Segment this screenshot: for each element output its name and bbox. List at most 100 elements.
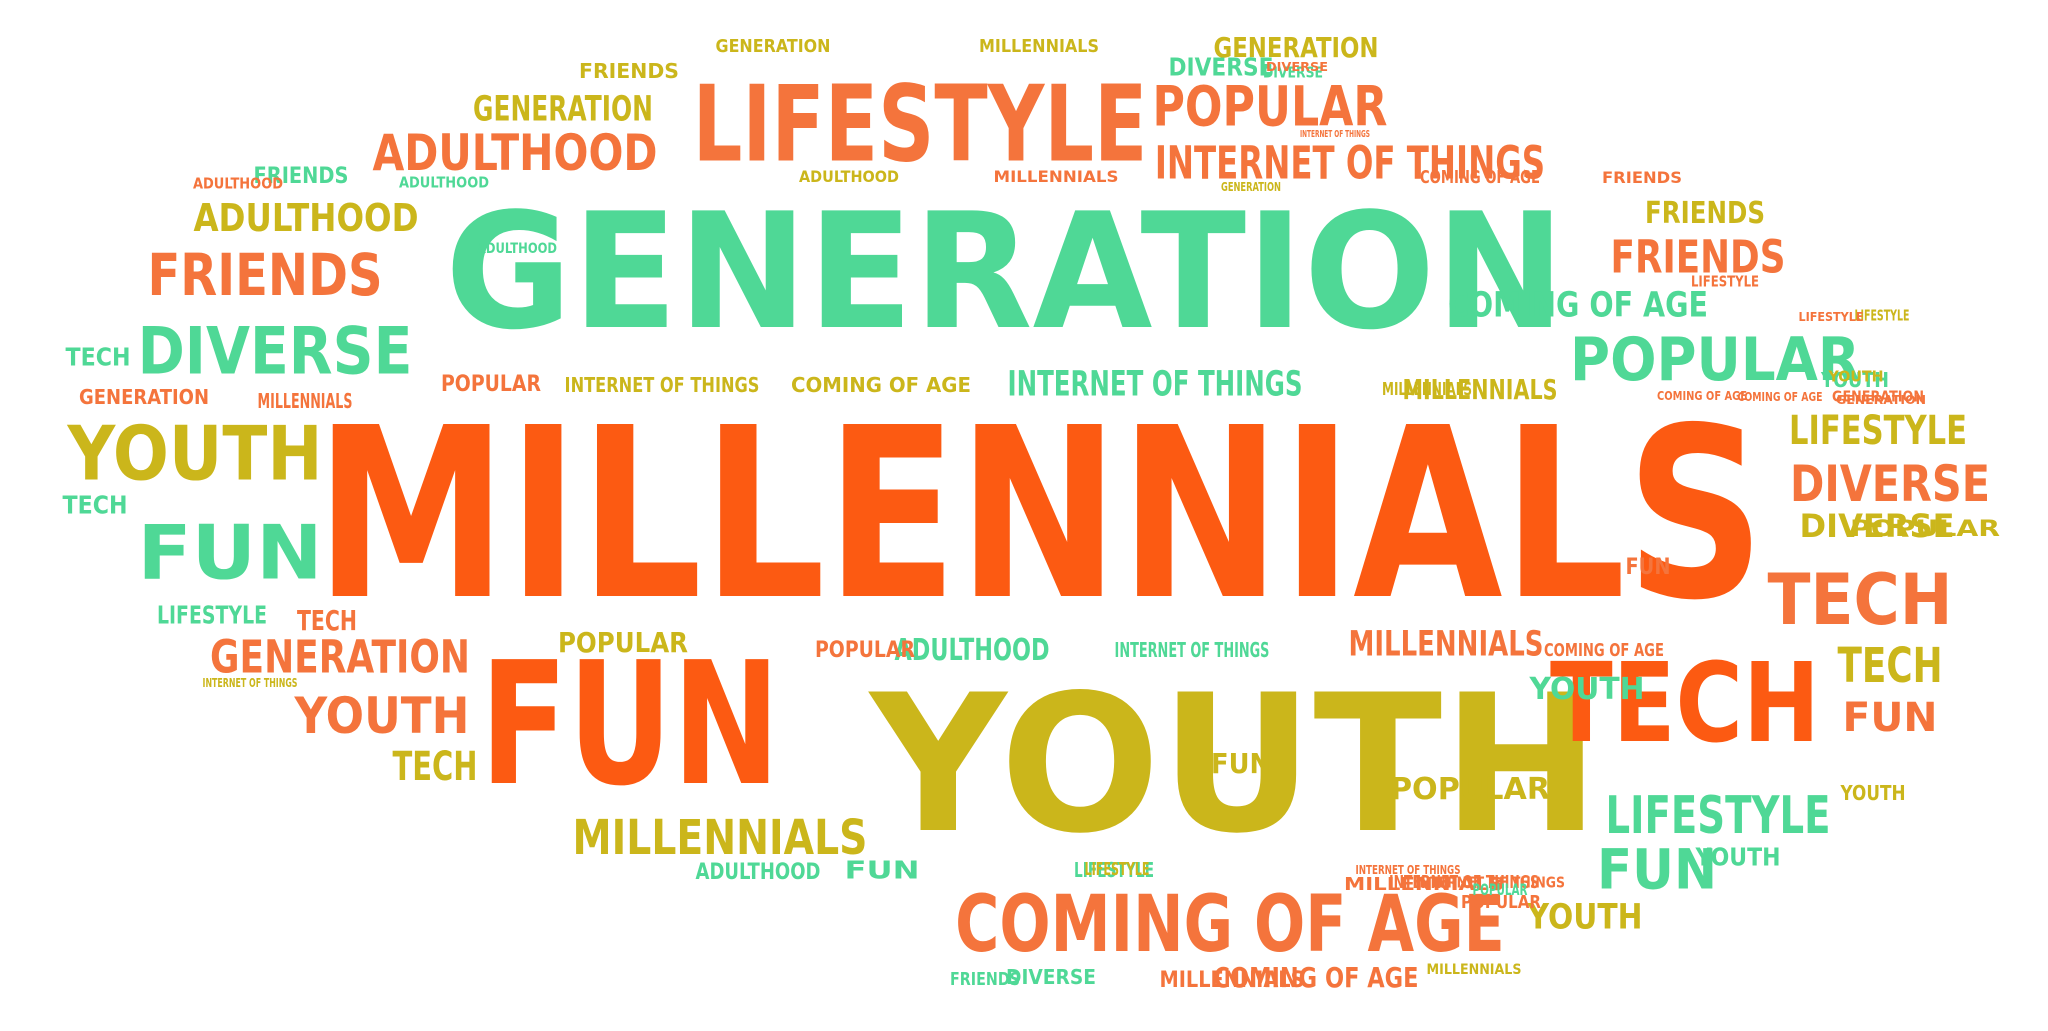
word-adulthood: ADULTHOOD [372,124,658,182]
word-youth: YOUTH [67,409,323,498]
word-internet-of-things: INTERNET OF THINGS [1007,364,1303,405]
word-lifestyle: LIFESTYLE [1084,859,1150,880]
word-tech: TECH [1767,559,1953,641]
word-diverse: DIVERSE [1799,507,1955,545]
word-coming-of-age: COMING OF AGE [1420,167,1540,188]
word-generation: GENERATION [473,89,653,130]
word-millennials: MILLENNIALS [1426,962,1522,978]
word-lifestyle: LIFESTYLE [1690,272,1760,291]
word-popular: POPULAR [557,626,689,659]
word-friends: FRIENDS [1645,196,1765,231]
word-millennials: MILLENNIALS [1159,968,1305,993]
word-generation: GENERATION [1221,180,1281,194]
word-adulthood: ADULTHOOD [398,173,490,192]
word-coming-of-age: COMING OF AGE [1213,961,1419,994]
word-generation: GENERATION [715,36,831,57]
word-popular: POPULAR [1850,517,2000,542]
word-youth: YOUTH [1821,368,1889,392]
word-diverse: DIVERSE [137,314,413,390]
word-generation: GENERATION [209,630,471,684]
word-youth: YOUTH [869,654,1601,875]
word-popular: POPULAR [815,638,915,663]
word-popular: POPULAR [1389,772,1551,807]
word-lifestyle: LIFESTYLE [1854,306,1910,325]
word-adulthood: ADULTHOOD [695,860,821,885]
word-millennials: MILLENNIALS [978,36,1100,57]
word-internet-of-things: INTERNET OF THINGS [1388,872,1540,893]
word-lifestyle: LIFESTYLE [692,63,1148,186]
word-youth: YOUTH [1840,781,1906,805]
word-adulthood: ADULTHOOD [193,196,419,240]
word-millennials: MILLENNIALS [993,167,1119,186]
word-diverse: DIVERSE [1006,965,1096,989]
word-lifestyle: LIFESTYLE [1789,408,1967,454]
word-fun: FUN [1210,747,1272,780]
word-lifestyle: LIFESTYLE [1073,858,1155,882]
word-generation: GENERATION [1832,387,1924,406]
word-internet-of-things: INTERNET OF THINGS [1355,863,1461,877]
word-youth: YOUTH [1828,367,1884,386]
word-tech: TECH [65,342,131,372]
word-tech: TECH [1837,638,1943,694]
word-diverse: DIVERSE [1168,52,1274,82]
word-popular: POPULAR [1152,74,1388,139]
word-diverse: DIVERSE [1262,63,1324,82]
word-friends: FRIENDS [1610,230,1786,284]
word-diverse: DIVERSE [1265,60,1329,74]
word-internet-of-things: INTERNET OF THINGS [564,373,760,397]
word-friends: FRIENDS [579,59,679,83]
word-internet-of-things: INTERNET OF THINGS [1154,136,1546,190]
word-millennials: MILLENNIALS [1402,373,1558,406]
word-lifestyle: LIFESTYLE [1798,310,1864,324]
word-tech: TECH [296,604,358,637]
word-youth: YOUTH [1527,897,1643,938]
word-coming-of-age: COMING OF AGE [955,880,1505,970]
word-popular: POPULAR [441,372,541,397]
word-youth: YOUTH [1695,842,1781,872]
word-adulthood: ADULTHOOD [798,167,900,186]
word-adulthood: ADULTHOOD [476,241,558,257]
word-coming-of-age: COMING OF AGE [1544,640,1664,661]
word-adulthood: ADULTHOOD [894,633,1050,668]
word-millennials: MILLENNIALS [1382,379,1472,400]
word-fun: FUN [844,855,920,885]
word-fun: FUN [1596,837,1718,902]
word-internet-of-things: INTERNET OF THINGS [202,676,298,690]
word-millennials: MILLENNIALS [572,810,868,866]
word-fun: FUN [1625,555,1671,580]
word-friends: FRIENDS [950,969,1020,990]
word-coming-of-age: COMING OF AGE [791,373,971,397]
word-generation: GENERATION [444,178,1566,365]
word-tech: TECH [392,744,478,790]
word-youth: YOUTH [1529,672,1645,707]
word-millennials: MILLENNIALS [314,377,1766,652]
word-generation: GENERATION [1836,393,1926,407]
word-friends: FRIENDS [253,164,349,189]
word-millennials: MILLENNIALS [1348,624,1544,665]
word-adulthood: ADULTHOOD [192,174,284,193]
word-coming-of-age: COMING OF AGE [1447,285,1709,326]
word-generation: GENERATION [1213,31,1379,64]
word-millennials: MILLENNIALS [257,389,353,413]
word-millennials: MILLENNIALS [1343,874,1505,895]
word-popular: POPULAR [1461,892,1541,913]
word-generation: GENERATION [78,385,210,409]
word-internet-of-things: INTERNET OF THINGS [1415,873,1565,892]
word-friends: FRIENDS [1602,168,1682,187]
word-fun: FUN [479,626,781,824]
word-fun: FUN [137,508,323,597]
word-coming-of-age: COMING OF AGE [1737,390,1823,404]
word-fun: FUN [1842,695,1938,741]
word-popular: POPULAR [1472,880,1528,899]
word-popular: POPULAR [1570,325,1860,395]
word-lifestyle: LIFESTYLE [1605,786,1831,846]
word-coming-of-age: COMING OF AGE [1656,389,1748,403]
word-friends: FRIENDS [147,241,383,309]
word-internet-of-things: INTERNET OF THINGS [1114,638,1270,662]
word-diverse: DIVERSE [1789,455,1991,513]
word-tech: TECH [1549,639,1821,767]
word-tech: TECH [62,490,128,520]
word-youth: YOUTH [294,687,470,745]
word-internet-of-things: INTERNET OF THINGS [1300,129,1370,140]
